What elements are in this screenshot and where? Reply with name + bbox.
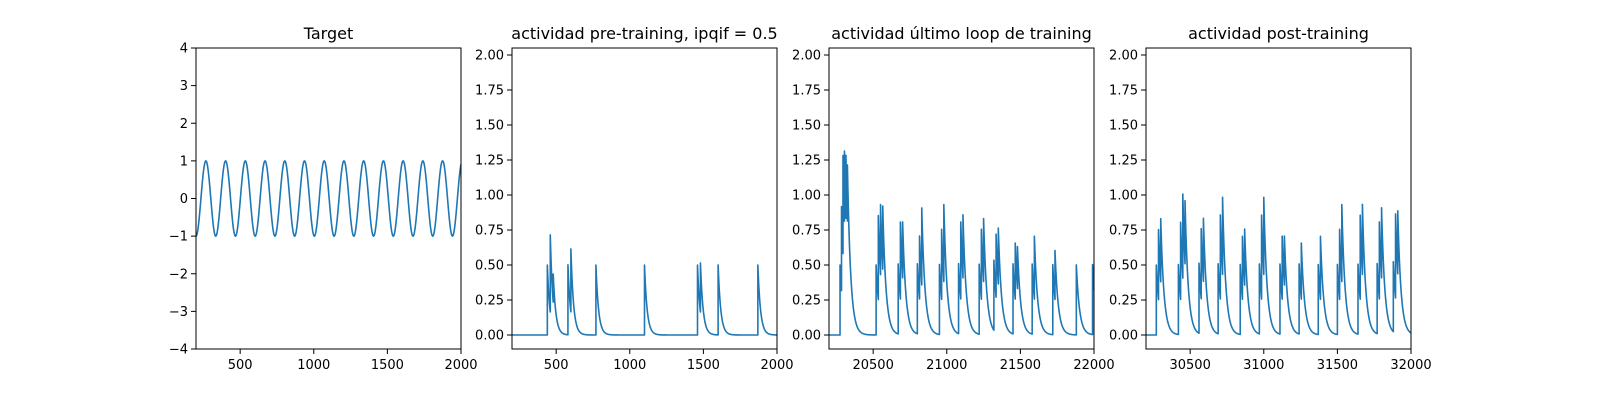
- series-line-3-1: [829, 150, 1094, 336]
- chart-panel-2: 500 1000 1500 2000 0.00 0.25 0.50 0.75 1.00 1.25 1…: [475, 24, 794, 373]
- y-tick-label: 0.00: [792, 329, 821, 344]
- chart-panel-1: 500 1000 1500 2000 −4 −3 −2 −1 0 1 2 3 4 Target: [169, 24, 478, 373]
- y-tick-label: 0.75: [1109, 224, 1138, 239]
- x-tick-label: 32000: [1390, 358, 1431, 373]
- y-tick-label: 1: [180, 154, 188, 169]
- series-line-4-1: [1146, 193, 1411, 336]
- chart-title: actividad pre-training, ipqif = 0.5: [511, 24, 777, 43]
- y-tick-label: 0.25: [475, 294, 504, 309]
- y-tick-label: 4: [180, 42, 188, 57]
- y-tick-label: 2.00: [475, 49, 504, 64]
- y-tick-label: 0.50: [792, 259, 821, 274]
- y-tick-label: 1.25: [792, 154, 821, 169]
- y-tick-label: 0.50: [1109, 259, 1138, 274]
- y-tick-label: 0.25: [792, 294, 821, 309]
- y-tick-label: 0.00: [1109, 329, 1138, 344]
- series-line-2-1: [512, 234, 777, 336]
- y-tick-label: 1.25: [475, 154, 504, 169]
- x-tick-label: 21500: [1000, 358, 1041, 373]
- x-tick-label: 21000: [926, 358, 967, 373]
- y-tick-label: 1.75: [792, 84, 821, 99]
- y-tick-label: −3: [169, 305, 188, 320]
- x-tick-label: 31500: [1317, 358, 1358, 373]
- chart-panel-4: 30500 31000 31500 32000 0.00 0.25 0.50 0.75 1.00…: [1109, 24, 1432, 373]
- y-tick-label: 0: [180, 192, 188, 207]
- y-tick-label: 1.50: [475, 119, 504, 134]
- chart-title: actividad post-training: [1188, 24, 1369, 43]
- y-tick-label: −4: [169, 343, 188, 358]
- y-tick-label: 1.00: [475, 189, 504, 204]
- y-tick-label: 1.00: [792, 189, 821, 204]
- x-tick-label: 2000: [444, 358, 477, 373]
- x-tick-label: 2000: [760, 358, 793, 373]
- y-tick-label: 3: [180, 79, 188, 94]
- y-tick-label: 2.00: [1109, 49, 1138, 64]
- y-tick-label: 1.75: [1109, 84, 1138, 99]
- axes-frame: [511, 47, 778, 350]
- y-tick-label: 0.50: [475, 259, 504, 274]
- x-tick-label: 1500: [687, 358, 720, 373]
- x-tick-label: 20500: [852, 358, 893, 373]
- y-tick-label: 0.00: [475, 329, 504, 344]
- y-tick-label: 1.75: [475, 84, 504, 99]
- y-tick-label: 1.00: [1109, 189, 1138, 204]
- y-tick-label: 0.25: [1109, 294, 1138, 309]
- y-tick-label: 0.75: [475, 224, 504, 239]
- axes-frame: [1145, 47, 1412, 350]
- y-tick-label: 2: [180, 117, 188, 132]
- y-tick-label: 1.25: [1109, 154, 1138, 169]
- chart-title: actividad último loop de training: [831, 24, 1092, 43]
- chart-panel-3: 20500 21000 21500 22000 0.00 0.25 0.50 0.75 1.00…: [792, 24, 1115, 373]
- x-tick-label: 30500: [1169, 358, 1210, 373]
- series-line-1-1: [196, 160, 461, 237]
- chart-title: Target: [303, 24, 354, 43]
- x-tick-label: 500: [228, 358, 253, 373]
- x-tick-label: 1000: [297, 358, 330, 373]
- y-tick-label: 1.50: [792, 119, 821, 134]
- x-tick-label: 1000: [613, 358, 646, 373]
- x-tick-label: 22000: [1073, 358, 1114, 373]
- y-tick-label: −1: [169, 230, 188, 245]
- axes-frame: [828, 47, 1095, 350]
- x-tick-label: 1500: [371, 358, 404, 373]
- y-tick-label: 1.50: [1109, 119, 1138, 134]
- x-tick-label: 31000: [1243, 358, 1284, 373]
- y-tick-label: −2: [169, 267, 188, 282]
- x-tick-label: 500: [544, 358, 569, 373]
- y-tick-label: 2.00: [792, 49, 821, 64]
- y-tick-label: 0.75: [792, 224, 821, 239]
